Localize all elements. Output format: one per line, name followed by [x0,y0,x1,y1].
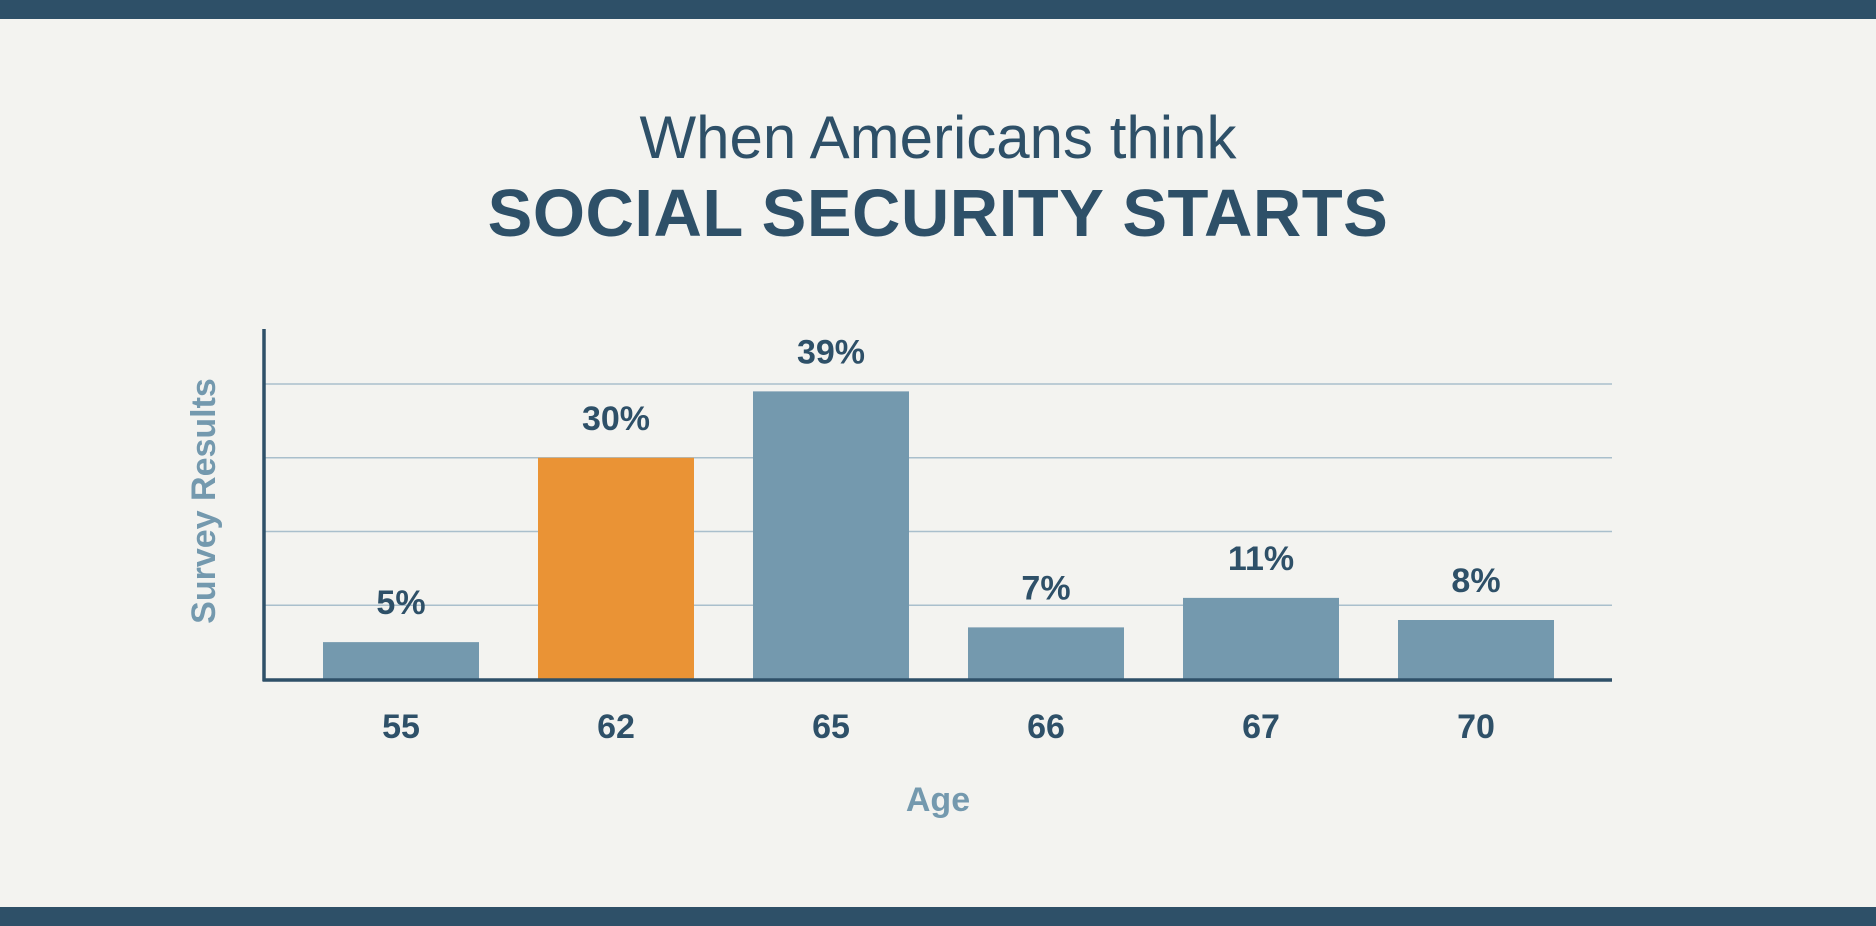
data-label: 7% [1021,569,1070,607]
chart-title-line1: When Americans think [639,104,1237,171]
x-tick-label: 67 [1242,708,1280,746]
x-axis-label: Age [906,781,970,819]
data-label: 30% [582,400,650,438]
data-label: 11% [1228,540,1294,578]
x-tick-label: 55 [382,708,420,746]
bar-55 [323,642,479,679]
bar-62 [538,457,694,679]
x-tick-label: 70 [1457,708,1495,746]
data-label: 8% [1451,562,1500,600]
bar-66 [968,627,1124,679]
x-tick-labels: 55 62 65 66 67 70 [382,708,1495,746]
x-tick-label: 65 [812,708,850,746]
bar-65 [753,391,909,679]
y-axis-label: Survey Results [185,378,223,624]
axes [262,329,1612,682]
bottom-frame-bar [0,907,1876,926]
gridlines [264,383,1612,606]
top-frame-bar [0,0,1876,19]
x-tick-label: 62 [597,708,635,746]
bar-67 [1183,597,1339,679]
data-label: 39% [797,333,865,371]
data-labels: 5% 30% 39% 7% 11% 8% [376,333,1500,622]
bars [323,391,1554,679]
data-label: 5% [376,584,425,622]
chart-title-line2: SOCIAL SECURITY STARTS [487,176,1389,251]
x-tick-label: 66 [1027,708,1065,746]
bar-70 [1398,620,1554,679]
